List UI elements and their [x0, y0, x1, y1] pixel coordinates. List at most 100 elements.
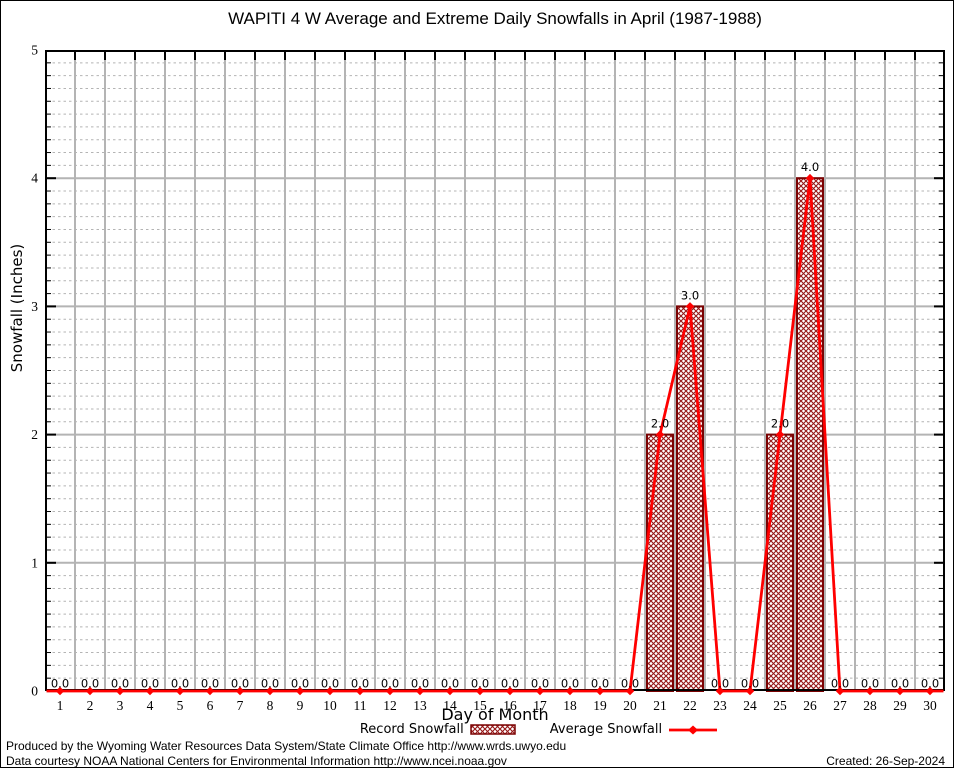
value-label-day-11: 0.0: [351, 677, 369, 691]
x-tick-label-12: 12: [383, 698, 397, 713]
average-marker-day-24: [745, 686, 755, 696]
average-marker-day-13: [415, 686, 425, 696]
average-marker-day-30: [925, 686, 935, 696]
average-marker-day-19: [595, 686, 605, 696]
average-marker-day-26: [805, 173, 815, 183]
value-label-day-10: 0.0: [321, 677, 339, 691]
value-label-day-29: 0.0: [891, 677, 909, 691]
average-marker-day-18: [565, 686, 575, 696]
y-tick-label-5: 5: [31, 43, 38, 58]
average-line: [46, 178, 944, 693]
x-tick-label-20: 20: [623, 698, 637, 713]
x-tick-label-30: 30: [923, 698, 937, 713]
value-label-day-24: 0.0: [741, 677, 759, 691]
value-labels: 0.0 0.0 0.0 0.0 0.0 0.0 0.0 0.0 0.0 0.0 0.0 0.0 0.0 0…: [51, 160, 939, 690]
value-label-day-18: 0.0: [561, 677, 579, 691]
average-marker-day-21: [655, 430, 665, 439]
average-marker-day-10: [325, 686, 335, 696]
value-label-day-23: 0.0: [711, 677, 729, 691]
value-label-day-19: 0.0: [591, 677, 609, 691]
x-tick-label-5: 5: [177, 698, 184, 713]
y-tick-label-3: 3: [31, 299, 38, 314]
y-tick-label-0: 0: [31, 684, 38, 699]
value-label-day-20: 0.0: [621, 677, 639, 691]
footer-created-date: Created: 26-Sep-2024: [826, 754, 945, 768]
x-tick-label-1: 1: [57, 698, 64, 713]
value-label-day-26: 4.0: [801, 160, 819, 174]
average-marker-day-16: [505, 686, 515, 696]
record-swatch-icon: [470, 724, 516, 735]
value-label-day-25: 2.0: [771, 417, 789, 431]
average-line-swatch-icon: [669, 725, 718, 734]
legend: Record Snowfall Average Snowfall: [63, 722, 953, 737]
x-tick-label-7: 7: [237, 698, 244, 713]
x-tick-label-18: 18: [563, 698, 577, 713]
x-tick-label-13: 13: [413, 698, 427, 713]
average-marker-day-28: [865, 686, 875, 696]
value-label-day-21: 2.0: [651, 417, 669, 431]
record-bar-day-21: [646, 433, 674, 692]
legend-average-label: Average Snowfall: [549, 722, 663, 737]
x-tick-label-15: 15: [473, 698, 487, 713]
average-marker-day-6: [205, 686, 215, 696]
average-marker-day-5: [175, 686, 185, 696]
x-tick-label-10: 10: [323, 698, 337, 713]
value-label-day-22: 3.0: [681, 288, 699, 302]
x-tick-label-16: 16: [503, 698, 517, 713]
x-tick-label-21: 21: [653, 698, 667, 713]
y-axis-label: Snowfall (Inches): [8, 243, 26, 373]
value-label-day-17: 0.0: [531, 677, 549, 691]
y-tick-labels: 0 1 2 3 4 5: [31, 43, 38, 699]
value-label-day-12: 0.0: [381, 677, 399, 691]
value-label-day-13: 0.0: [411, 677, 429, 691]
average-marker-day-15: [475, 686, 485, 696]
average-marker-day-12: [385, 686, 395, 696]
average-marker-day-3: [115, 686, 125, 696]
value-label-day-3: 0.0: [111, 677, 129, 691]
value-label-day-1: 0.0: [51, 677, 69, 691]
record-bar-day-22: [676, 305, 704, 692]
average-marker-day-22: [685, 302, 695, 311]
y-tick-label-1: 1: [31, 555, 38, 570]
x-tick-labels: 1 2 3 4 5 6 7 8 9 10 11 12 13 14 15 16 17 18 19 20 21 22 23 24 2…: [57, 698, 937, 713]
value-label-day-4: 0.0: [141, 677, 159, 691]
average-marker-day-29: [895, 686, 905, 696]
x-tick-label-25: 25: [773, 698, 787, 713]
x-tick-label-19: 19: [593, 698, 607, 713]
average-marker-day-20: [625, 686, 635, 696]
average-marker-day-25: [775, 430, 785, 439]
x-tick-label-27: 27: [833, 698, 847, 713]
y-tick-label-4: 4: [31, 171, 38, 186]
record-bar-day-25: [766, 433, 794, 692]
x-tick-label-22: 22: [683, 698, 697, 713]
average-marker-day-9: [295, 686, 305, 696]
value-label-day-30: 0.0: [921, 677, 939, 691]
value-label-day-6: 0.0: [201, 677, 219, 691]
x-tick-label-28: 28: [863, 698, 877, 713]
value-label-day-7: 0.0: [231, 677, 249, 691]
x-tick-label-17: 17: [533, 698, 547, 713]
average-marker-day-23: [715, 686, 725, 696]
x-tick-label-26: 26: [803, 698, 817, 713]
chart-title: WAPITI 4 W Average and Extreme Daily Sno…: [228, 9, 762, 28]
value-label-day-14: 0.0: [441, 677, 459, 691]
x-tick-label-29: 29: [893, 698, 907, 713]
average-marker-day-1: [55, 686, 65, 696]
value-label-day-5: 0.0: [171, 677, 189, 691]
value-label-day-28: 0.0: [861, 677, 879, 691]
average-marker-day-14: [445, 686, 455, 696]
average-marker-day-11: [355, 686, 365, 696]
footer-produced-by: Produced by the Wyoming Water Resources …: [6, 739, 567, 753]
average-marker-day-4: [145, 686, 155, 696]
average-marker-day-2: [85, 686, 95, 696]
average-marker-day-17: [535, 686, 545, 696]
x-tick-label-6: 6: [207, 698, 214, 713]
x-tick-label-11: 11: [354, 698, 367, 713]
average-marker-day-7: [235, 686, 245, 696]
footer-data-courtesy: Data courtesy NOAA National Centers for …: [6, 754, 507, 768]
value-label-day-8: 0.0: [261, 677, 279, 691]
value-label-day-27: 0.0: [831, 677, 849, 691]
legend-record-label: Record Snowfall: [359, 722, 464, 737]
axis-ticks: [47, 52, 943, 679]
